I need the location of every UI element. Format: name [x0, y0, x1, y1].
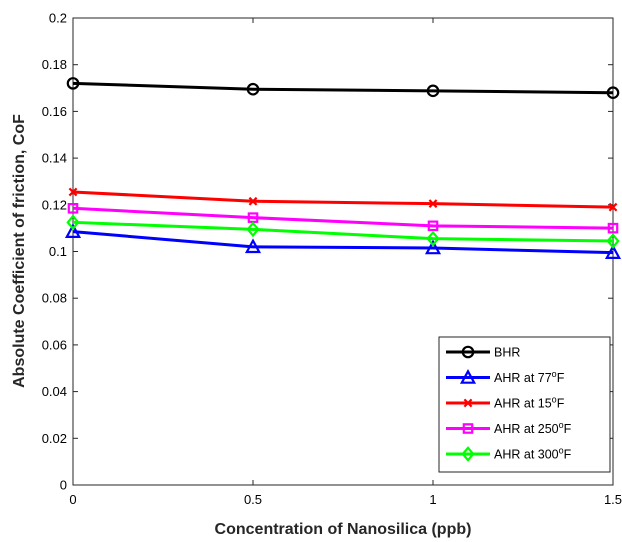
data-point-marker [68, 187, 78, 197]
legend-marker [459, 368, 477, 384]
y-tick-label: 0.2 [49, 11, 67, 26]
legend-label-name: AHR at 300 [494, 448, 559, 462]
x-axis-title: Concentration of Nanosilica (ppb) [215, 521, 472, 538]
legend-marker [461, 345, 475, 359]
data-point-marker [427, 220, 439, 232]
legend-label: AHR at 15oF [494, 395, 565, 411]
data-point-marker [66, 214, 80, 231]
data-point-marker [608, 202, 618, 212]
x-tick-label: 0 [69, 492, 76, 507]
data-point-marker [246, 82, 260, 96]
legend-label-unit: F [557, 397, 565, 411]
legend-label-name: AHR at 250 [494, 422, 559, 436]
legend-label-name: AHR at 15 [494, 397, 552, 411]
data-point-marker [607, 222, 619, 234]
data-point-marker [248, 196, 258, 206]
data-point-marker [426, 84, 440, 98]
legend-label: AHR at 77oF [494, 369, 565, 385]
y-tick-label: 0.14 [42, 151, 67, 166]
legend-entry: AHR at 15oF [446, 395, 565, 411]
legend-label: AHR at 250oF [494, 420, 572, 436]
data-point-marker [428, 199, 438, 209]
series-line [72, 206, 614, 230]
y-tick-label: 0.06 [42, 337, 67, 352]
legend-marker [463, 398, 473, 408]
series-line [72, 230, 614, 255]
data-point-marker [246, 221, 260, 238]
data-point-marker [244, 238, 262, 254]
legend-entry: BHR [446, 346, 520, 360]
data-point-marker [606, 86, 620, 100]
x-tick-label: 1 [429, 492, 436, 507]
legend-marker [461, 446, 475, 462]
y-tick-label: 0.18 [42, 57, 67, 72]
series-4 [66, 214, 620, 249]
legend-label-unit: F [564, 448, 572, 462]
legend-label-degree: o [552, 369, 557, 379]
y-tick-label: 0.12 [42, 197, 67, 212]
legend-label-name: AHR at 77 [494, 371, 552, 385]
data-point-marker [66, 77, 80, 90]
y-tick-label: 0.04 [42, 384, 67, 399]
legend-label-unit: F [557, 371, 565, 385]
y-tick-label: 0.16 [42, 104, 67, 119]
x-tick-label: 0.5 [244, 492, 262, 507]
legend-entry: AHR at 250oF [446, 420, 572, 436]
y-tick-label: 0.08 [42, 291, 67, 306]
data-point-marker [67, 203, 79, 214]
y-tick-label: 0.1 [49, 244, 67, 259]
legend-label-degree: o [559, 420, 564, 430]
data-point-marker [64, 223, 82, 238]
y-axis-title: Absolute Coefficient of friction, CoF [11, 114, 28, 388]
legend-entry: AHR at 77oF [446, 368, 565, 385]
series-layer [64, 77, 622, 259]
legend-label-degree: o [552, 395, 557, 405]
series-1 [64, 223, 622, 259]
legend-label: AHR at 300oF [494, 446, 572, 462]
legend-label-unit: F [564, 422, 572, 436]
legend-label-name: BHR [494, 346, 520, 360]
series-line [72, 220, 614, 243]
y-tick-label: 0.02 [42, 431, 67, 446]
series-0 [66, 77, 620, 100]
series-line [72, 190, 614, 209]
data-point-marker [424, 239, 442, 255]
y-tick-label: 0 [60, 478, 67, 493]
legend-label-degree: o [559, 446, 564, 456]
x-axis-ticks: 0 0.5 1 1.5 [69, 18, 622, 507]
series-line [72, 81, 614, 95]
x-tick-label: 1.5 [604, 492, 622, 507]
legend-marker [462, 423, 474, 434]
data-point-marker [604, 244, 622, 259]
series-2 [68, 187, 618, 212]
data-point-marker [426, 230, 440, 247]
legend-entry: AHR at 300oF [446, 446, 572, 462]
data-point-marker [606, 233, 620, 249]
legend-label: BHR [494, 346, 520, 360]
